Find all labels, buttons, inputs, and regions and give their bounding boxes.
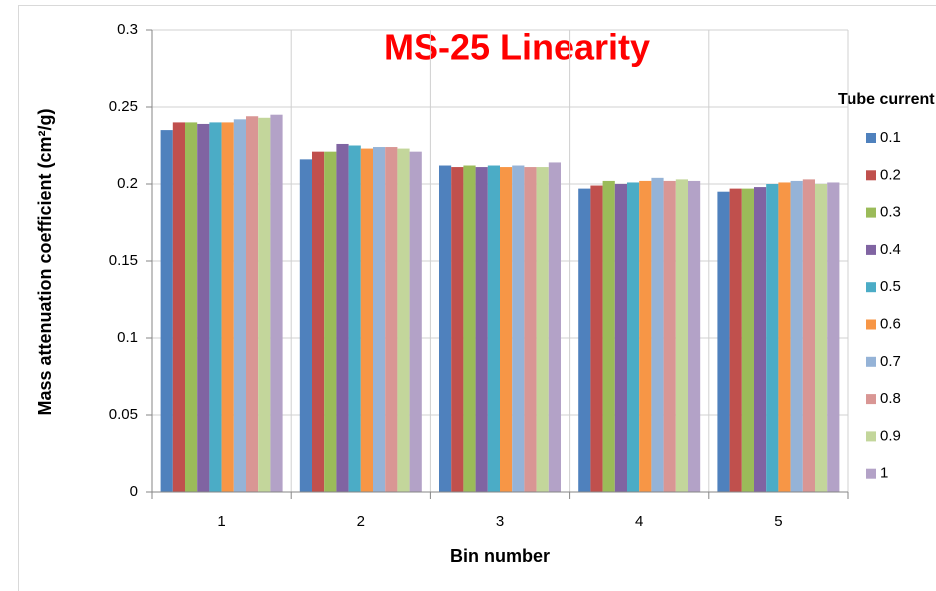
bar [639, 180, 652, 493]
y-axis-label: Mass attenuation coefficient (cm²/g) [35, 108, 55, 415]
bar [324, 151, 337, 492]
legend-label: 0.8 [880, 390, 901, 407]
bar [790, 180, 803, 493]
bar [766, 184, 779, 492]
bar [548, 162, 561, 492]
bar [197, 123, 210, 492]
bar [409, 151, 422, 492]
bar [185, 122, 198, 493]
legend-label: 0.6 [880, 315, 901, 332]
legend-label: 1 [880, 465, 888, 482]
legend-title: Tube current (mA) [838, 91, 936, 108]
bar [524, 167, 537, 492]
bar [209, 122, 222, 493]
bar [160, 130, 173, 492]
bar [675, 179, 688, 492]
bar [258, 117, 271, 492]
bar [512, 165, 525, 492]
bar [614, 184, 627, 492]
bar [233, 119, 246, 492]
legend-swatch [866, 431, 876, 442]
x-tick-label: 4 [635, 513, 643, 530]
bar [536, 167, 549, 492]
bar [802, 179, 815, 492]
bar [246, 116, 259, 493]
legend-label: 0.3 [880, 204, 901, 221]
bar [270, 114, 283, 492]
bar [373, 147, 386, 493]
bar [487, 165, 500, 492]
legend-label: 0.4 [880, 241, 901, 258]
y-tick-label: 0.25 [109, 98, 138, 115]
bar [827, 182, 840, 492]
legend-swatch [866, 133, 876, 143]
legend-label: 0.2 [880, 166, 901, 183]
bar [299, 159, 312, 493]
bar [754, 187, 767, 492]
bar [439, 165, 452, 492]
bar [500, 167, 513, 492]
legend-label: 0.7 [880, 353, 901, 370]
bar [360, 148, 373, 492]
bar [312, 151, 325, 492]
y-tick-label: 0.3 [117, 21, 138, 38]
legend-swatch [866, 468, 876, 479]
bar [348, 145, 361, 492]
bar [397, 148, 410, 492]
bar [590, 185, 603, 493]
bar [602, 180, 615, 493]
bar [729, 188, 742, 492]
bar [451, 167, 464, 492]
legend-swatch [866, 170, 876, 181]
bar [815, 184, 828, 492]
bar [463, 165, 476, 492]
legend-swatch [866, 356, 876, 367]
bar [663, 180, 676, 493]
y-tick-label: 0 [130, 483, 138, 500]
bar [688, 180, 701, 493]
bar [336, 143, 349, 492]
bar [578, 188, 591, 492]
bar [627, 182, 640, 492]
x-tick-label: 1 [217, 513, 225, 530]
legend-label: 0.1 [880, 129, 901, 146]
legend-swatch [866, 394, 876, 405]
bar [741, 188, 754, 492]
y-tick-label: 0.05 [109, 406, 138, 423]
legend-swatch [866, 282, 876, 293]
x-tick-label: 3 [496, 513, 504, 530]
legend-label: 0.9 [880, 427, 901, 444]
legend-swatch [866, 244, 876, 255]
bar [172, 122, 185, 493]
legend-swatch [866, 207, 876, 218]
y-tick-label: 0.15 [109, 252, 138, 269]
bar [385, 147, 398, 493]
x-axis-label: Bin number [450, 546, 550, 566]
y-tick-label: 0.2 [117, 175, 138, 192]
bar [651, 177, 664, 492]
bar [221, 122, 234, 493]
legend-swatch [866, 319, 876, 330]
x-tick-label: 5 [774, 513, 782, 530]
y-tick-label: 0.1 [117, 329, 138, 346]
chart-title: MS-25 Linearity [384, 27, 650, 68]
bar [475, 167, 488, 492]
legend-label: 0.5 [880, 278, 901, 295]
bar [717, 191, 730, 492]
x-tick-label: 2 [357, 513, 365, 530]
bar [778, 182, 791, 492]
